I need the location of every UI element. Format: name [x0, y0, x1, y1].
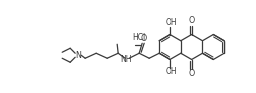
Text: OH: OH [165, 67, 177, 76]
Text: HCl: HCl [133, 33, 146, 42]
Text: OH: OH [165, 18, 177, 27]
Text: O: O [140, 34, 146, 43]
Text: O: O [188, 16, 195, 25]
Text: O: O [188, 69, 195, 78]
Text: NH: NH [120, 55, 132, 64]
Text: N: N [75, 51, 81, 60]
